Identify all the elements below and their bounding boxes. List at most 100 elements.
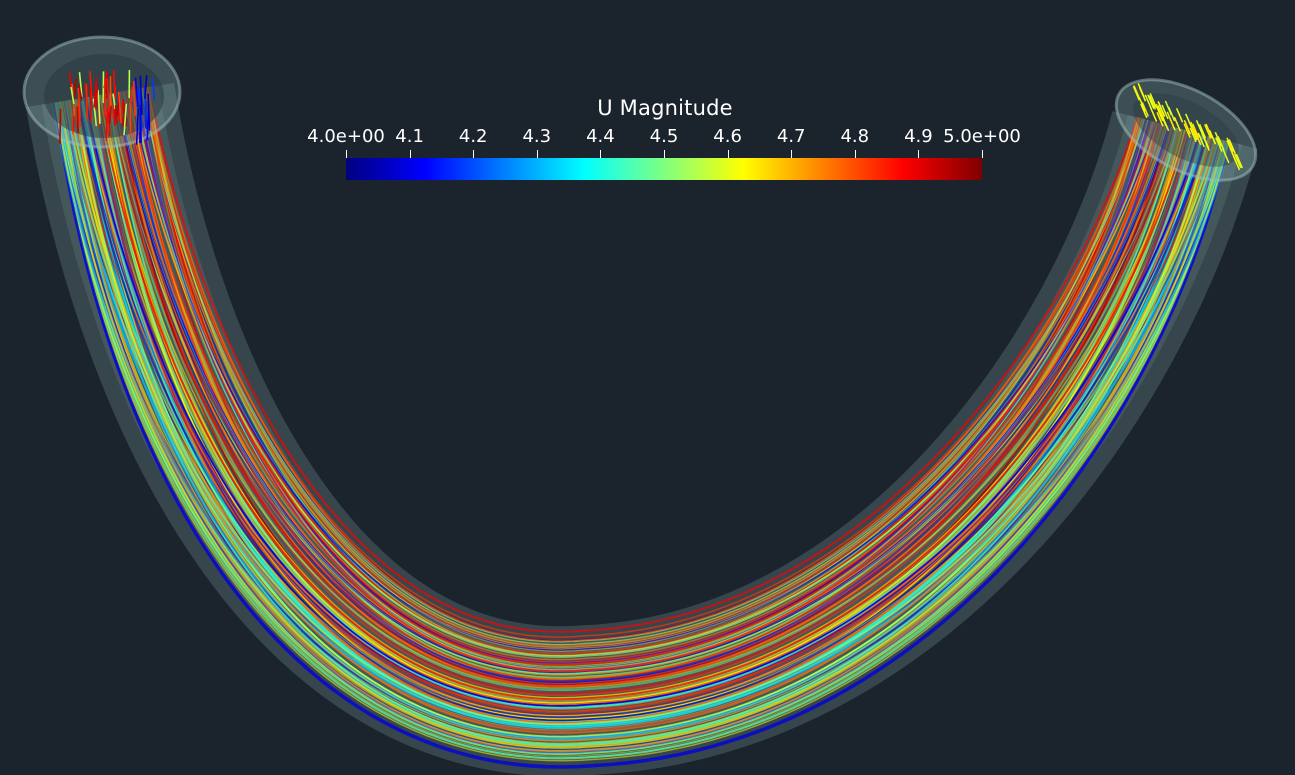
outlet-streamline (1156, 106, 1164, 122)
inlet-streamline (93, 78, 98, 108)
legend-tick-mark (409, 150, 411, 158)
inlet-streamline (89, 71, 93, 99)
outlet-streamline (1190, 121, 1198, 137)
streamline (147, 86, 1139, 657)
outlet-streamline (1215, 137, 1223, 152)
streamline (54, 102, 1230, 768)
legend-tick-mark (664, 150, 665, 158)
streamline (54, 102, 1230, 760)
outlet-streamline (1175, 108, 1184, 123)
streamline (133, 89, 1153, 668)
outlet-cap (1114, 78, 1258, 182)
streamline (131, 89, 1155, 658)
streamline (116, 91, 1169, 684)
outlet-streamline (1214, 131, 1222, 147)
inlet-streamline (89, 86, 92, 123)
legend-tick-mark (791, 150, 793, 158)
inlet-streamline (123, 103, 128, 136)
streamline (133, 88, 1153, 664)
outlet-streamline (1197, 132, 1205, 148)
legend-tick-mark (982, 150, 983, 158)
inlet-streamline (77, 87, 81, 118)
outlet-streamline (1149, 93, 1157, 108)
outlet-streamline (1226, 137, 1234, 153)
streamline (147, 86, 1139, 633)
outlet-streamline (1167, 106, 1176, 122)
outlet-streamline (1148, 95, 1157, 110)
streamline (143, 87, 1143, 648)
inlet-streamline (135, 108, 140, 145)
streamline (105, 93, 1180, 692)
inlet-streamline (97, 89, 101, 124)
outlet-streamline (1189, 127, 1197, 143)
outlet-streamline (1140, 103, 1148, 119)
outlet-streamline (1192, 123, 1200, 139)
streamline (106, 93, 1180, 687)
streamline (62, 100, 1222, 720)
inlet-streamline (106, 78, 110, 113)
legend-tick-mark (854, 150, 856, 158)
inlet-streamline (152, 78, 155, 100)
outlet-streamline (1138, 97, 1146, 112)
streamline (107, 93, 1179, 703)
streamline (91, 96, 1194, 730)
legend-tick-label: 5.0e+00 (943, 126, 1021, 147)
streamline (141, 87, 1145, 646)
outlet-streamline (1158, 102, 1166, 117)
streamline (54, 102, 1231, 769)
inlet-streamline (108, 105, 112, 124)
outlet-streamline (1157, 105, 1165, 120)
streamline (74, 99, 1211, 738)
streamline (145, 87, 1141, 652)
inlet-streamline (147, 93, 151, 131)
streamline (97, 95, 1188, 710)
legend-tick-mark (346, 150, 347, 158)
inlet-streamline (130, 86, 134, 103)
inlet-streamline (70, 86, 75, 105)
streamline (103, 94, 1183, 720)
inlet-streamline (78, 72, 83, 98)
inlet-streamline (72, 77, 77, 100)
outlet-streamline (1144, 94, 1152, 110)
streamline (88, 96, 1197, 734)
outlet-streamline (1173, 116, 1182, 132)
streamline (67, 100, 1217, 753)
inlet-streamline (105, 109, 109, 141)
streamline (55, 102, 1229, 757)
color-bar (346, 158, 982, 180)
outlet-streamline (1217, 136, 1225, 151)
streamline (138, 88, 1147, 670)
legend-tick-mark (536, 150, 538, 158)
streamline (124, 90, 1162, 666)
streamline (53, 102, 1231, 762)
outlet-streamline (1137, 83, 1145, 98)
outlet-streamline (1226, 139, 1234, 155)
legend-tick-label: 4.3 (522, 126, 552, 147)
outlet-streamline (1141, 102, 1149, 117)
outlet-streamline (1156, 112, 1164, 127)
streamline (131, 89, 1155, 687)
inlet-streamline (85, 84, 89, 120)
legend-tick-label: 4.9 (904, 126, 933, 147)
legend-tick-label: 4.4 (586, 126, 615, 147)
streamline (58, 101, 1226, 749)
streamline (113, 92, 1173, 701)
inlet-streamline (95, 86, 99, 110)
inlet-cap (22, 35, 182, 149)
legend-tick-label: 4.0e+00 (307, 126, 385, 147)
streamline (85, 97, 1200, 707)
inlet-streamline (103, 81, 106, 117)
streamline (146, 86, 1140, 643)
outlet-streamline (1132, 86, 1141, 101)
streamline (109, 93, 1176, 689)
streamline (126, 90, 1159, 680)
streamline (125, 90, 1161, 672)
inlet-streamline (117, 92, 123, 124)
legend-tick-label: 4.5 (649, 126, 679, 147)
inlet-streamline (112, 70, 116, 97)
legend-tick-mark (918, 150, 920, 158)
streamline (97, 95, 1188, 701)
streamline (64, 100, 1220, 726)
streamline (56, 102, 1228, 755)
